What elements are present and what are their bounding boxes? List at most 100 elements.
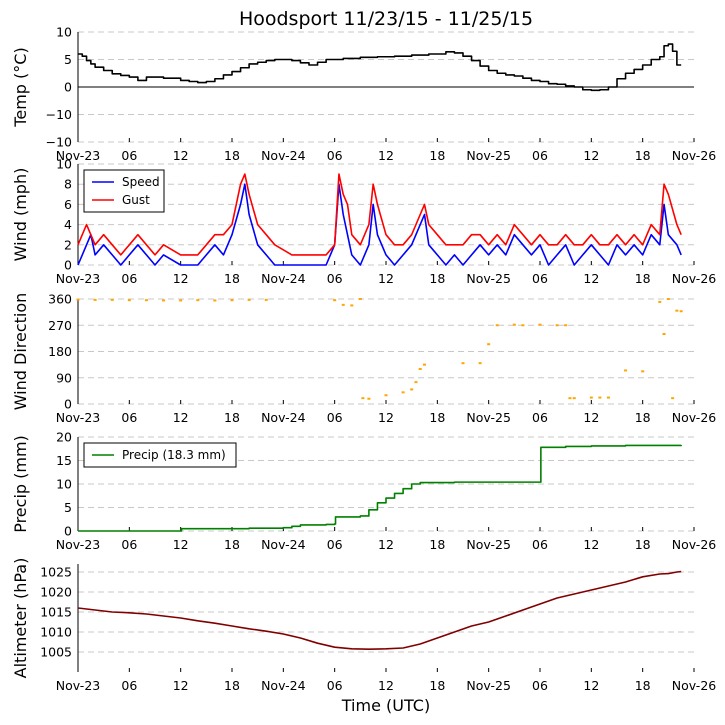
x-tick-label: 06 xyxy=(532,537,548,552)
y-tick-label: −10 xyxy=(46,107,72,122)
series-speed xyxy=(77,183,682,266)
x-tick-label: 12 xyxy=(173,410,189,425)
panel-precip: 0 5 10 15 20 Precip (mm) Nov-23 06 12 18 Nov-24 06 1… xyxy=(11,430,716,553)
x-tick-label: Nov-23 xyxy=(56,271,100,286)
x-tick-label: 12 xyxy=(378,537,394,552)
y-tick-label: −10 xyxy=(46,135,72,150)
panel-altimeter: 1005 1010 1015 1020 1025 Altimeter (hPa) Nov-2… xyxy=(11,558,716,693)
x-tick-label: 18 xyxy=(635,410,651,425)
data-point xyxy=(658,300,662,303)
data-point xyxy=(410,388,414,391)
legend-box xyxy=(83,169,165,213)
data-point xyxy=(671,397,675,400)
legend-entry: Precip (18.3 mm) xyxy=(122,448,226,462)
x-tick-label: Nov-26 xyxy=(672,148,717,163)
x-tick-label: 18 xyxy=(635,537,651,552)
x-tick-label: Nov-25 xyxy=(466,271,510,286)
x-tick-label: 12 xyxy=(378,678,394,693)
x-tick-label: Nov-23 xyxy=(56,678,100,693)
x-tick-label: 18 xyxy=(224,410,240,425)
y-tick-label: 10 xyxy=(56,157,72,172)
y-tick-label: 1015 xyxy=(40,605,72,620)
y-tick-label: 10 xyxy=(56,25,72,40)
series-temp xyxy=(78,43,682,92)
y-tick-label: 0 xyxy=(64,80,72,95)
x-tick-label: 18 xyxy=(224,537,240,552)
x-tick-label: Nov-26 xyxy=(672,410,717,425)
data-point xyxy=(247,298,251,301)
x-tick-label: 06 xyxy=(327,537,343,552)
data-point xyxy=(162,299,166,302)
x-tick-label: 18 xyxy=(224,148,240,163)
x-tick-label: 06 xyxy=(532,678,548,693)
panel-wind-direction: 0 90 180 270 360 Wind Direction Nov-23 06 12 18 No… xyxy=(11,292,716,426)
x-tick-label: 12 xyxy=(583,678,599,693)
y-tick-label: 20 xyxy=(56,430,72,445)
x-tick-label: 06 xyxy=(532,410,548,425)
data-point xyxy=(350,304,354,307)
data-point xyxy=(418,368,422,370)
series-altimeter xyxy=(77,570,682,650)
data-point xyxy=(675,309,679,312)
y-tick-label: 8 xyxy=(64,177,72,192)
series-gust xyxy=(77,173,682,256)
x-tick-label: 12 xyxy=(173,148,189,163)
y-axis-label: Wind (mph) xyxy=(11,168,30,262)
x-tick-label: Nov-25 xyxy=(466,678,510,693)
x-tick-label: Nov-23 xyxy=(56,148,100,163)
data-point xyxy=(367,397,371,400)
data-point xyxy=(538,323,542,326)
data-point xyxy=(213,299,217,302)
y-tick-label: 0 xyxy=(64,397,72,412)
chart-title: Hoodsport 11/23/15 - 11/25/15 xyxy=(239,8,533,30)
data-point xyxy=(598,396,602,399)
y-tick-label: 0 xyxy=(64,258,72,273)
data-point xyxy=(666,298,670,300)
x-tick-label: Nov-25 xyxy=(466,410,510,425)
y-axis-label: Altimeter (hPa) xyxy=(11,558,30,679)
x-tick-label: 18 xyxy=(429,537,445,552)
legend-entry: Speed xyxy=(122,175,160,189)
x-tick-label: 06 xyxy=(327,678,343,693)
data-point xyxy=(512,323,516,326)
x-tick-label: 06 xyxy=(121,271,137,286)
data-point xyxy=(179,299,183,302)
x-tick-label: 18 xyxy=(429,148,445,163)
y-tick-label: 6 xyxy=(64,197,72,212)
data-point xyxy=(196,299,200,302)
series-precip-18-3-mm- xyxy=(78,444,682,532)
data-point xyxy=(333,299,337,302)
data-point xyxy=(76,298,80,301)
y-tick-label: 4 xyxy=(64,217,72,232)
x-tick-label: 06 xyxy=(121,410,137,425)
data-point xyxy=(641,370,645,373)
data-point xyxy=(487,343,491,346)
data-point xyxy=(358,298,362,300)
data-point xyxy=(414,381,418,384)
x-tick-label: Nov-23 xyxy=(56,537,100,552)
y-tick-label: 2 xyxy=(64,237,72,252)
x-tick-label: 12 xyxy=(378,148,394,163)
y-tick-label: 90 xyxy=(56,370,72,385)
x-tick-label: 06 xyxy=(532,148,548,163)
data-point xyxy=(423,363,426,366)
x-tick-label: 06 xyxy=(121,148,137,163)
x-tick-label: Nov-23 xyxy=(56,410,100,425)
legend-entry: Gust xyxy=(122,193,150,207)
y-axis-label: Wind Direction xyxy=(11,293,30,411)
x-tick-label: Nov-24 xyxy=(261,678,306,693)
x-tick-label: 12 xyxy=(173,537,189,552)
panel-temperature: 10 5 0 −10 −10 Temp (°C) Nov-23 06 12 18 Nov-24 06 1… xyxy=(11,25,716,164)
x-tick-label: 06 xyxy=(121,537,137,552)
x-tick-label: Nov-24 xyxy=(261,148,306,163)
data-point xyxy=(555,324,559,327)
y-tick-label: 5 xyxy=(64,500,72,515)
data-point xyxy=(361,397,365,400)
x-tick-label: 06 xyxy=(327,410,343,425)
legend: Precip (18.3 mm) xyxy=(83,442,237,468)
data-point xyxy=(384,394,388,397)
y-axis-label: Temp (°C) xyxy=(11,47,30,127)
data-point xyxy=(478,362,482,365)
data-point xyxy=(564,324,568,327)
x-tick-label: Nov-24 xyxy=(261,537,306,552)
